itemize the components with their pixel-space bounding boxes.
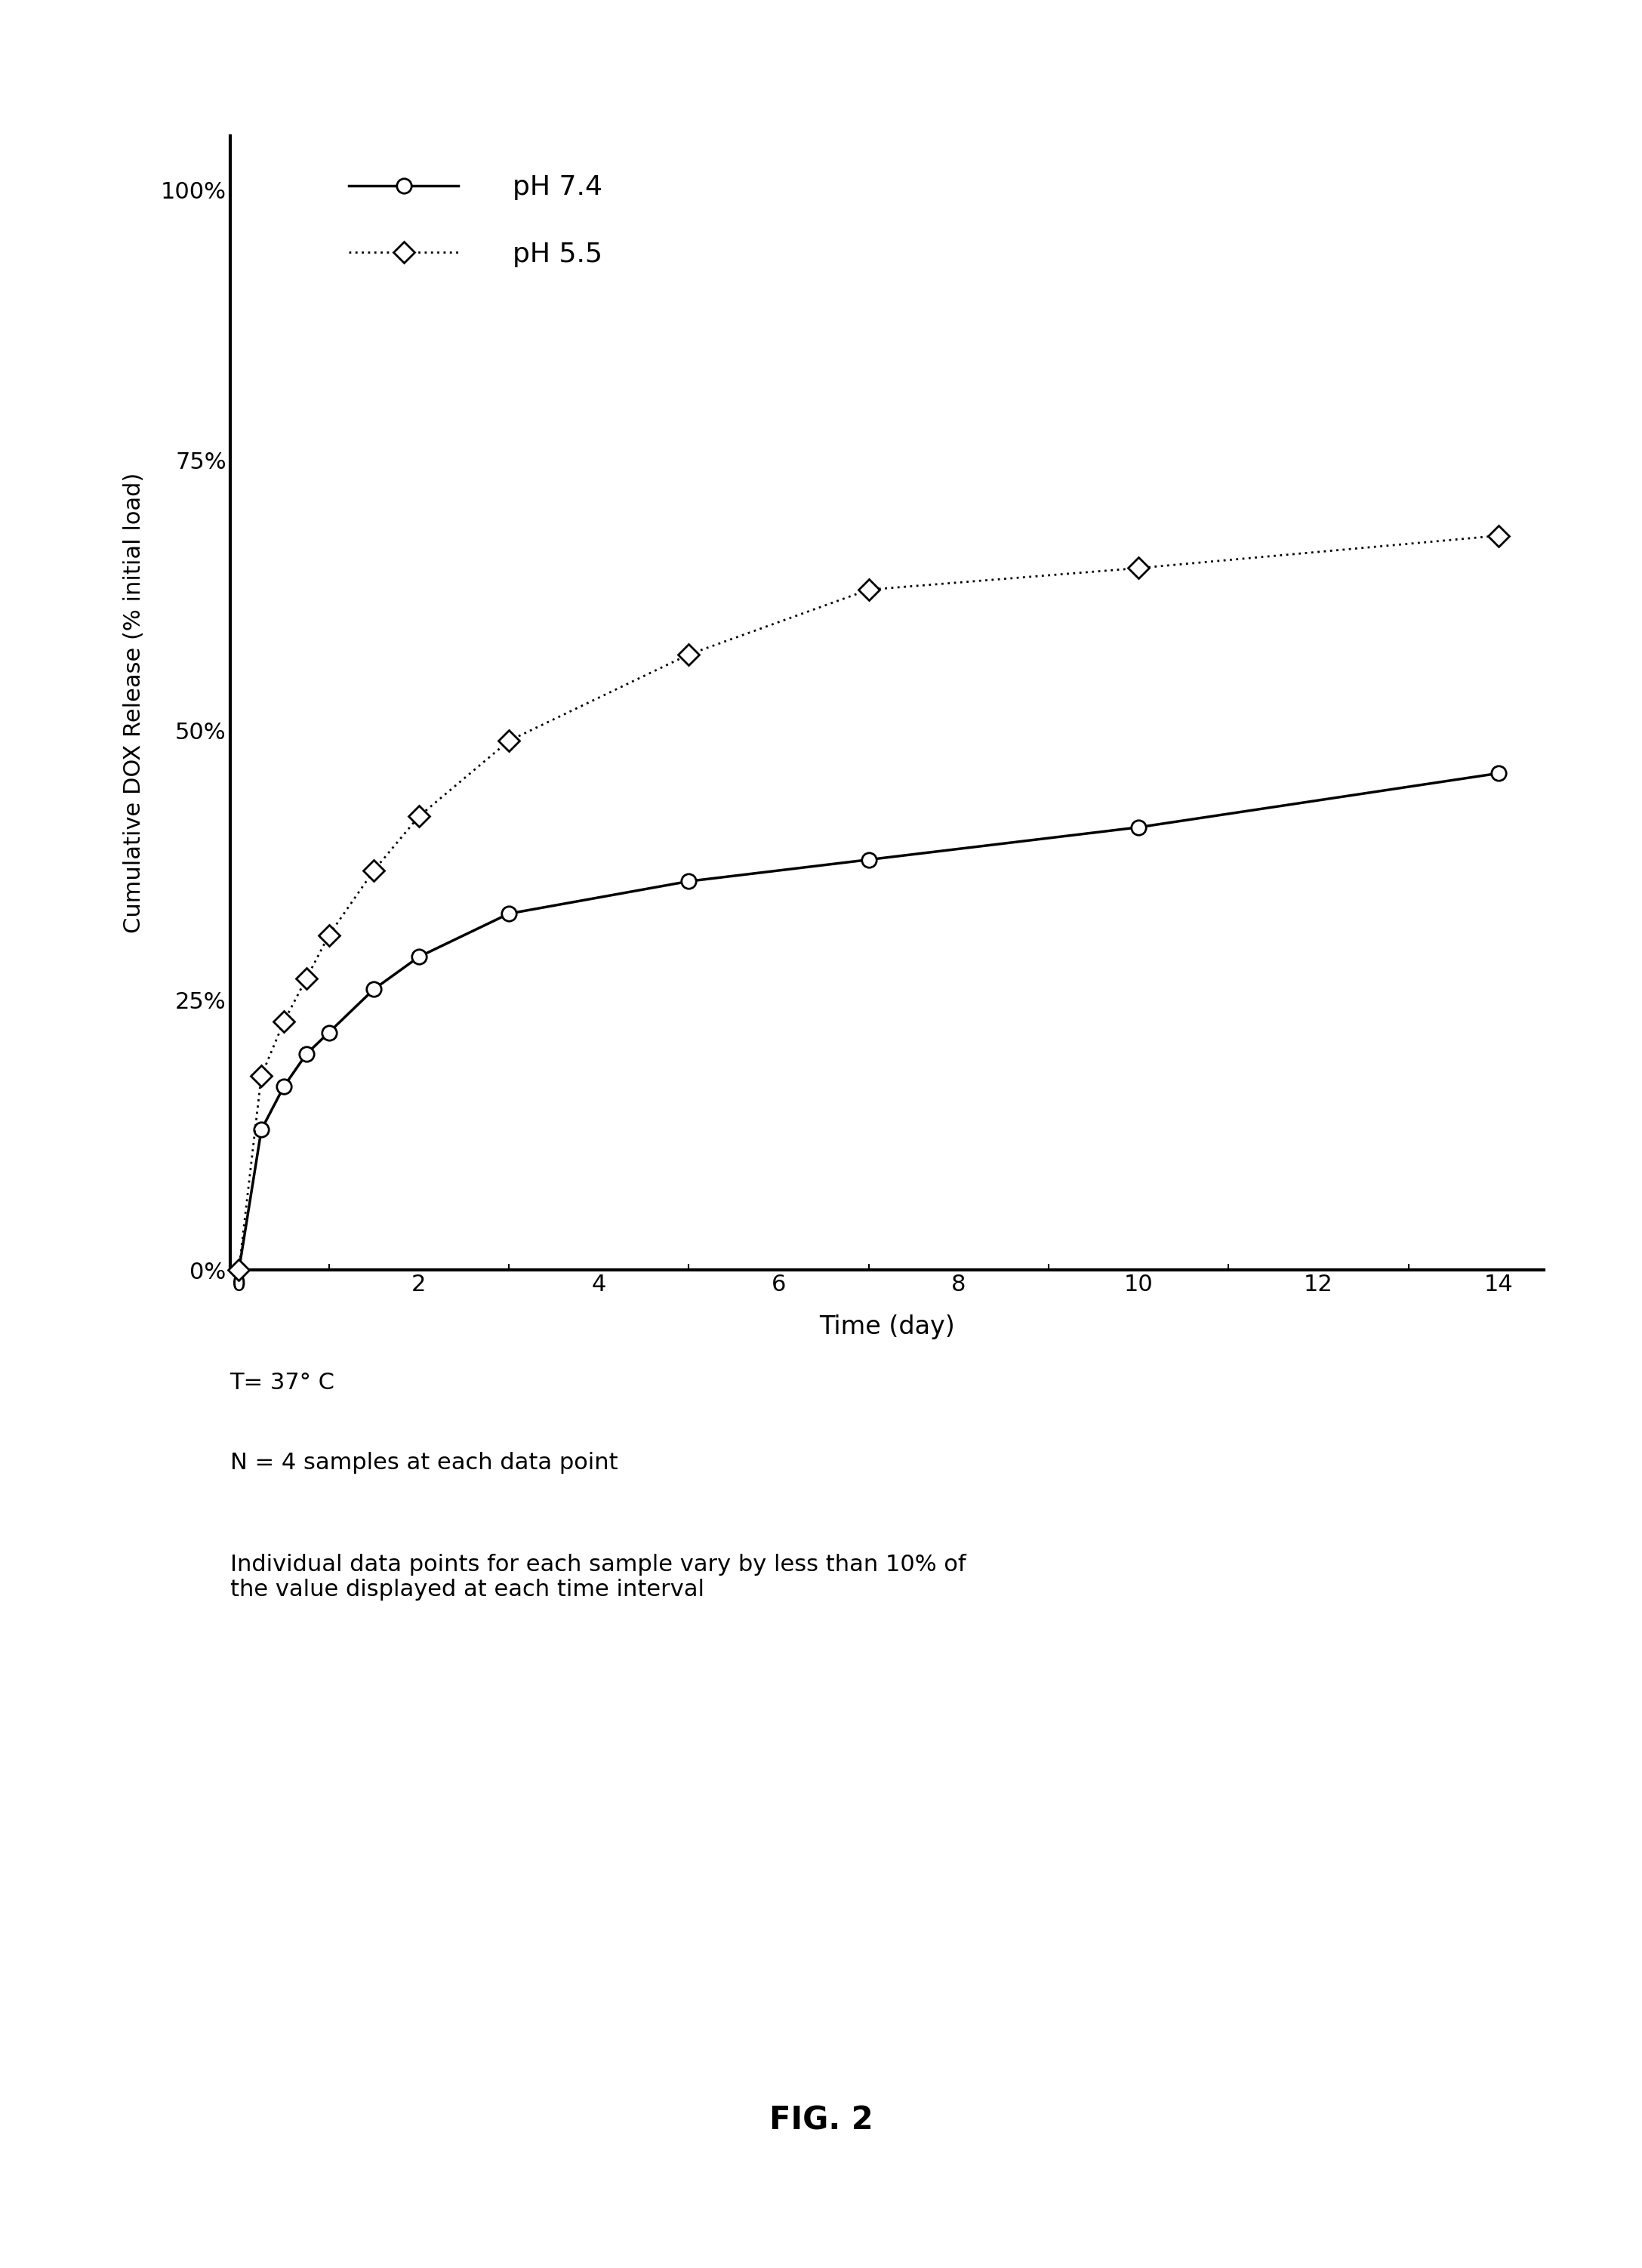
Line: pH 7.4: pH 7.4 [232, 767, 1506, 1277]
pH 7.4 [678, 869, 698, 896]
Line: pH 5.5: pH 5.5 [232, 528, 1506, 1277]
pH 7.4 [859, 846, 878, 873]
pH 5.5 [859, 576, 878, 603]
Y-axis label: Cumulative DOX Release (% initial load): Cumulative DOX Release (% initial load) [123, 472, 144, 934]
X-axis label: Time (day): Time (day) [819, 1315, 954, 1340]
Text: FIG. 2: FIG. 2 [768, 2105, 874, 2136]
pH 5.5 [251, 1061, 271, 1089]
pH 5.5 [678, 642, 698, 669]
Legend: pH 7.4, pH 5.5: pH 7.4, pH 5.5 [335, 161, 616, 281]
pH 7.4 [365, 975, 384, 1002]
pH 5.5 [228, 1256, 248, 1284]
pH 5.5 [297, 964, 317, 991]
pH 7.4 [228, 1256, 248, 1284]
pH 5.5 [1128, 553, 1148, 581]
pH 5.5 [409, 803, 429, 830]
pH 5.5 [274, 1007, 294, 1034]
pH 7.4 [499, 900, 519, 928]
pH 7.4 [251, 1116, 271, 1143]
pH 5.5 [319, 921, 338, 948]
pH 7.4 [274, 1073, 294, 1100]
pH 5.5 [499, 728, 519, 755]
pH 5.5 [365, 857, 384, 885]
pH 7.4 [319, 1018, 338, 1046]
pH 7.4 [409, 943, 429, 971]
Text: T= 37° C: T= 37° C [230, 1372, 335, 1395]
pH 7.4 [297, 1041, 317, 1068]
pH 7.4 [1128, 814, 1148, 841]
pH 7.4 [1489, 760, 1509, 787]
Text: N = 4 samples at each data point: N = 4 samples at each data point [230, 1452, 617, 1474]
pH 5.5 [1489, 522, 1509, 549]
Text: Individual data points for each sample vary by less than 10% of
the value displa: Individual data points for each sample v… [230, 1554, 965, 1601]
